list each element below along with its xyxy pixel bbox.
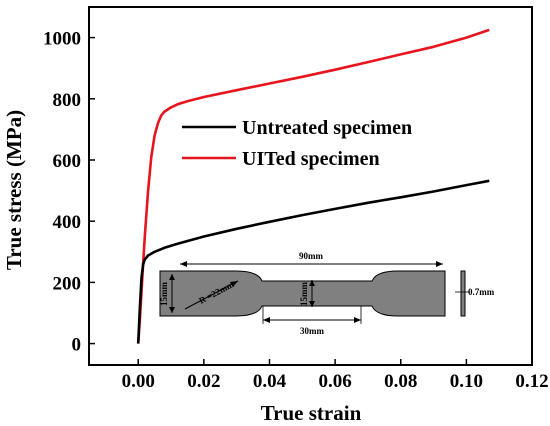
dim-gauge-arrow-top xyxy=(309,280,315,286)
dim-grip-arrow-top xyxy=(169,274,175,280)
dim-30mm-arrow-left xyxy=(263,317,270,323)
x-tick-label: 0.10 xyxy=(450,371,483,392)
dim-thickness-label: 0.7mm xyxy=(468,287,495,297)
dim-grip-label: 15mm xyxy=(159,282,169,306)
legend-label-untreated: Untreated specimen xyxy=(242,117,412,139)
series-untreated-line xyxy=(136,179,490,344)
dim-30mm-arrow-right xyxy=(354,317,361,323)
dim-90mm-label: 90mm xyxy=(299,251,323,261)
y-tick-label: 800 xyxy=(53,90,82,111)
specimen-inset: 90mm 15mm R =22mm 15mm 30mm 0.7mm xyxy=(159,251,495,336)
x-tick-label: 0.08 xyxy=(384,371,417,392)
x-tick-label: 0.12 xyxy=(515,371,548,392)
dim-grip-arrow-bottom xyxy=(169,307,175,313)
y-tick-label: 600 xyxy=(53,151,82,172)
dim-gauge-label: 15mm xyxy=(299,282,309,306)
axis-ticks: 0.00 0.02 0.04 0.06 0.08 0.10 0.12 0 200 400 600 80… xyxy=(43,29,549,392)
legend-label-uited: UITed specimen xyxy=(242,148,380,170)
y-tick-label: 400 xyxy=(53,212,82,233)
y-axis-title: True stress (MPa) xyxy=(2,110,26,270)
dim-90mm-arrow-left xyxy=(180,261,187,267)
dim-90mm-arrow-right xyxy=(436,261,443,267)
data-lines xyxy=(136,28,490,344)
y-tick-label: 0 xyxy=(72,335,82,356)
series-uited-line xyxy=(136,28,490,344)
x-tick-label: 0.02 xyxy=(187,371,220,392)
plot-frame xyxy=(88,6,533,366)
legend: Untreated specimen UITed specimen xyxy=(182,117,412,170)
y-tick-label: 1000 xyxy=(43,29,81,50)
x-tick-label: 0.04 xyxy=(253,371,287,392)
dim-30mm-label: 30mm xyxy=(300,326,324,336)
y-tick-label: 200 xyxy=(53,273,82,294)
x-tick-label: 0.06 xyxy=(318,371,351,392)
specimen-side-view xyxy=(460,270,466,317)
x-tick-label: 0.00 xyxy=(122,371,155,392)
dim-radius-line xyxy=(184,280,239,310)
x-axis-title: True strain xyxy=(261,401,362,425)
dim-gauge-arrow-bottom xyxy=(309,301,315,307)
dim-radius-arrow xyxy=(230,281,238,287)
